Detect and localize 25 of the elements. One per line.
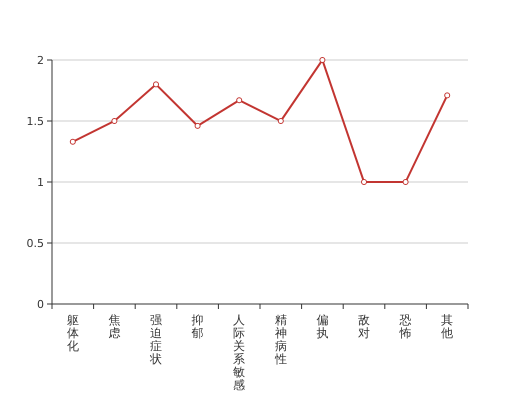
x-tick-label: 躯体化 <box>66 313 79 353</box>
point <box>278 118 284 124</box>
x-tick-label: 恐怖 <box>398 313 412 340</box>
x-tick-label: 其他 <box>441 313 454 340</box>
point <box>361 179 367 185</box>
x-tick-label: 偏执 <box>316 313 328 340</box>
point <box>319 57 326 63</box>
point <box>444 92 450 98</box>
y-tick-label: 0 <box>37 298 44 311</box>
y-tick-label: 0.5 <box>26 236 44 250</box>
x-tick-label: 强迫症状 <box>149 313 162 366</box>
point <box>70 138 76 145</box>
y-tick-label: 2 <box>37 54 44 67</box>
point <box>111 118 118 124</box>
x-tick-label: 精神病性 <box>274 313 287 366</box>
x-tick-label: 抑郁 <box>192 313 204 340</box>
point <box>402 179 409 185</box>
x-tick-label: 敌对 <box>358 313 370 340</box>
x-tick-label: 人际关系敏感 <box>233 313 246 392</box>
point <box>194 122 201 129</box>
x-tick-label: 焦虑 <box>108 313 120 340</box>
point <box>236 97 242 104</box>
point <box>153 81 159 88</box>
y-tick-label: 1 <box>37 176 44 189</box>
y-tick-label: 1.5 <box>26 114 44 128</box>
